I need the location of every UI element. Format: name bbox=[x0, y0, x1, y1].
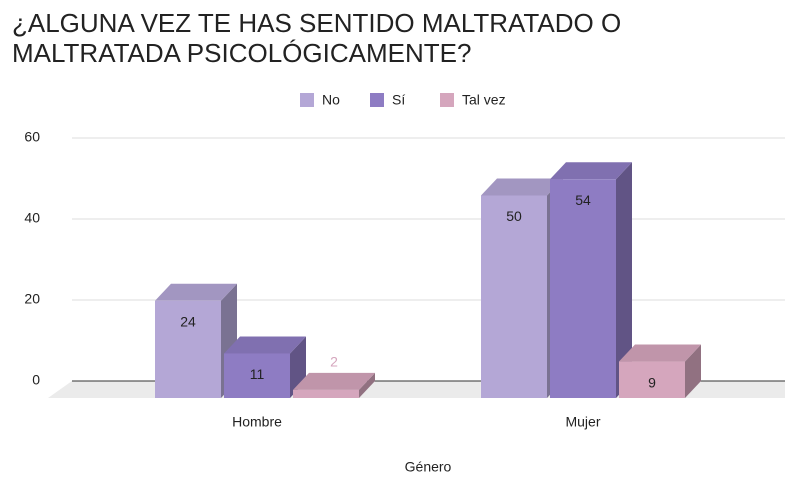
bar-top bbox=[550, 162, 632, 180]
bar-front bbox=[550, 179, 616, 398]
bar-side bbox=[685, 344, 701, 398]
data-label: 11 bbox=[250, 366, 265, 382]
bar bbox=[224, 336, 306, 398]
y-tick-label: 60 bbox=[24, 129, 40, 145]
legend-swatch bbox=[440, 93, 454, 107]
x-tick-label: Mujer bbox=[565, 414, 600, 430]
data-label: 2 bbox=[330, 354, 338, 370]
bar-front bbox=[224, 353, 290, 398]
legend-swatch bbox=[300, 93, 314, 107]
data-label: 54 bbox=[575, 192, 591, 208]
bar-top bbox=[481, 178, 563, 196]
data-label: 50 bbox=[506, 208, 522, 224]
x-axis-title: Género bbox=[405, 459, 452, 475]
bar-front bbox=[619, 361, 685, 398]
bar-side bbox=[359, 372, 375, 398]
bar bbox=[619, 344, 701, 398]
bar bbox=[550, 162, 632, 398]
bar-top bbox=[155, 283, 237, 301]
bar-front bbox=[481, 195, 547, 398]
y-tick-label: 20 bbox=[24, 291, 40, 307]
bar-top bbox=[224, 336, 306, 354]
legend-label: Sí bbox=[392, 92, 405, 108]
legend-swatch bbox=[370, 93, 384, 107]
legend-label: Tal vez bbox=[462, 92, 506, 108]
bar-side bbox=[616, 162, 632, 398]
bar-top bbox=[619, 344, 701, 362]
data-label: 24 bbox=[180, 314, 196, 330]
x-tick-label: Hombre bbox=[232, 414, 282, 430]
bar-front bbox=[155, 300, 221, 398]
bar-front bbox=[293, 389, 359, 398]
y-tick-label: 0 bbox=[32, 372, 40, 388]
legend-label: No bbox=[322, 92, 340, 108]
bar-top bbox=[293, 372, 375, 390]
y-tick-label: 40 bbox=[24, 210, 40, 226]
chart-title: ¿ALGUNA VEZ TE HAS SENTIDO MALTRATADO O … bbox=[12, 8, 622, 68]
bar bbox=[293, 372, 375, 398]
data-label: 9 bbox=[648, 374, 656, 390]
